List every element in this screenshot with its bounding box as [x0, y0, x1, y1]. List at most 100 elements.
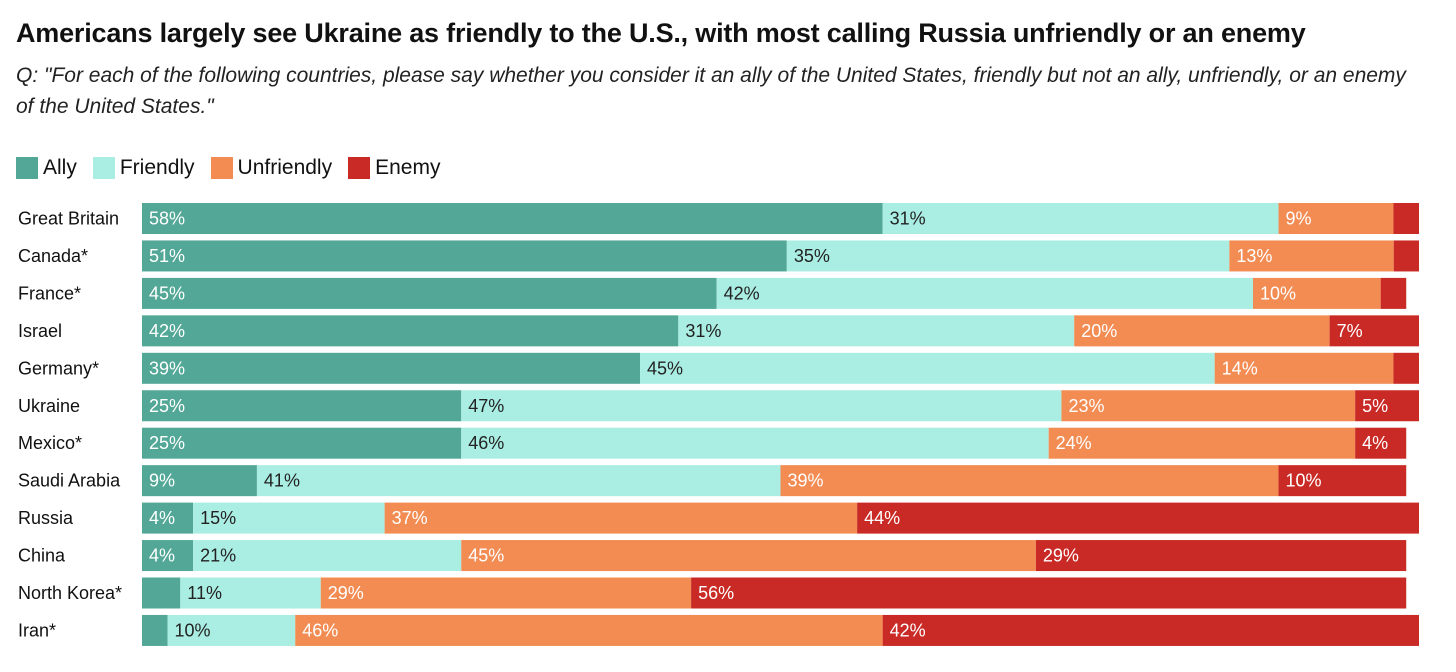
- data-label-ally-russia: 4%: [149, 508, 175, 528]
- bar-enemy-canada: [1393, 240, 1419, 272]
- data-label-unfriendly-israel: 20%: [1081, 321, 1117, 341]
- bar-unfriendly-russia: [384, 502, 858, 534]
- data-label-enemy-china: 29%: [1043, 546, 1079, 566]
- data-label-friendly-ukraine: 47%: [468, 396, 504, 416]
- legend-label-friendly: Friendly: [119, 156, 195, 179]
- bar-friendly-north-korea: [180, 577, 321, 609]
- bar-enemy-russia: [857, 502, 1419, 534]
- bar-ally-china: [142, 540, 194, 572]
- data-label-enemy-saudi-arabia: 10%: [1286, 471, 1322, 491]
- category-label-iran: Iran*: [18, 620, 56, 640]
- data-label-unfriendly-russia: 37%: [392, 508, 428, 528]
- category-label-mexico: Mexico*: [18, 433, 82, 453]
- bar-unfriendly-mexico: [1048, 427, 1356, 459]
- data-label-friendly-china: 21%: [200, 546, 236, 566]
- bar-ally-germany: [142, 352, 641, 384]
- data-label-enemy-mexico: 4%: [1362, 433, 1388, 453]
- category-label-ukraine: Ukraine: [18, 396, 80, 416]
- data-label-unfriendly-france: 10%: [1260, 283, 1296, 303]
- data-label-friendly-great-britain: 31%: [890, 209, 926, 229]
- data-label-friendly-germany: 45%: [647, 358, 683, 378]
- bar-friendly-ukraine: [461, 390, 1062, 422]
- bar-friendly-france: [716, 277, 1253, 309]
- bar-unfriendly-ukraine: [1061, 390, 1356, 422]
- bar-ally-france: [142, 277, 717, 309]
- data-label-unfriendly-china: 45%: [468, 546, 504, 566]
- data-label-unfriendly-great-britain: 9%: [1286, 209, 1312, 229]
- data-label-unfriendly-mexico: 24%: [1056, 433, 1092, 453]
- legend-label-enemy: Enemy: [375, 156, 441, 179]
- data-label-ally-france: 45%: [149, 283, 185, 303]
- data-label-friendly-north-korea: 11%: [187, 583, 222, 603]
- legend-swatch-friendly: [92, 157, 115, 179]
- data-label-ally-mexico: 25%: [149, 433, 185, 453]
- bar-ally-mexico: [142, 427, 462, 459]
- legend-item-friendly: Friendly: [92, 156, 195, 180]
- category-label-france: France*: [18, 283, 81, 303]
- bar-unfriendly-iran: [295, 614, 883, 646]
- bar-ally-russia: [142, 502, 194, 534]
- legend-item-unfriendly: Unfriendly: [210, 156, 332, 180]
- data-label-unfriendly-canada: 13%: [1236, 246, 1272, 266]
- bar-ally-canada: [142, 240, 787, 272]
- category-label-great-britain: Great Britain: [18, 209, 119, 229]
- legend-label-ally: Ally: [43, 156, 77, 179]
- data-label-unfriendly-north-korea: 29%: [328, 583, 364, 603]
- data-label-enemy-iran: 42%: [890, 620, 926, 640]
- bar-enemy-ukraine: [1355, 390, 1419, 422]
- bar-enemy-iran: [882, 614, 1419, 646]
- data-label-unfriendly-iran: 46%: [302, 620, 338, 640]
- bar-enemy-germany: [1393, 352, 1419, 384]
- data-label-unfriendly-germany: 14%: [1222, 358, 1258, 378]
- bar-enemy-china: [1035, 540, 1407, 572]
- data-label-unfriendly-saudi-arabia: 39%: [788, 471, 824, 491]
- data-label-unfriendly-ukraine: 23%: [1068, 396, 1104, 416]
- chart-subtitle: Q: "For each of the following countries,…: [16, 64, 1406, 118]
- bar-enemy-great-britain: [1393, 203, 1419, 234]
- bar-friendly-russia: [193, 502, 385, 534]
- bar-friendly-israel: [678, 315, 1075, 347]
- bar-enemy-north-korea: [691, 577, 1407, 609]
- data-label-ally-canada: 51%: [149, 246, 185, 266]
- data-label-enemy-russia: 44%: [864, 508, 900, 528]
- chart-title: Americans largely see Ukraine as friendl…: [16, 18, 1306, 48]
- bar-friendly-canada: [786, 240, 1230, 272]
- bar-friendly-saudi-arabia: [256, 465, 781, 497]
- bar-unfriendly-israel: [1074, 315, 1330, 347]
- data-label-friendly-canada: 35%: [794, 246, 830, 266]
- bar-ally-great-britain: [142, 203, 883, 234]
- legend-item-enemy: Enemy: [348, 156, 440, 180]
- data-label-friendly-mexico: 46%: [468, 433, 504, 453]
- bar-enemy-france: [1380, 277, 1407, 309]
- legend: Ally Friendly Unfriendly Enemy: [16, 156, 456, 180]
- bar-unfriendly-germany: [1214, 352, 1394, 384]
- bar-friendly-germany: [640, 352, 1215, 384]
- bar-enemy-saudi-arabia: [1278, 465, 1407, 497]
- bar-friendly-china: [193, 540, 462, 572]
- data-label-ally-great-britain: 58%: [149, 209, 185, 229]
- data-label-friendly-saudi-arabia: 41%: [264, 471, 300, 491]
- legend-swatch-unfriendly: [210, 157, 233, 179]
- bar-unfriendly-saudi-arabia: [780, 465, 1279, 497]
- bar-ally-iran: [142, 614, 168, 646]
- category-label-north-korea: North Korea*: [18, 583, 122, 603]
- category-label-israel: Israel: [18, 321, 62, 341]
- bar-unfriendly-china: [461, 540, 1036, 572]
- bar-unfriendly-france: [1252, 277, 1381, 309]
- category-label-germany: Germany*: [18, 358, 99, 378]
- bar-unfriendly-canada: [1229, 240, 1394, 272]
- data-label-friendly-iran: 10%: [175, 620, 211, 640]
- bar-friendly-great-britain: [882, 203, 1279, 234]
- category-label-china: China: [18, 546, 66, 566]
- bar-friendly-iran: [167, 614, 296, 646]
- data-label-friendly-russia: 15%: [200, 508, 236, 528]
- data-label-ally-israel: 42%: [149, 321, 185, 341]
- data-label-friendly-israel: 31%: [685, 321, 721, 341]
- bar-unfriendly-north-korea: [320, 577, 692, 609]
- data-label-enemy-israel: 7%: [1337, 321, 1363, 341]
- legend-swatch-enemy: [348, 157, 371, 179]
- bar-ally-north-korea: [142, 577, 181, 609]
- bar-enemy-mexico: [1355, 427, 1407, 459]
- bar-ally-israel: [142, 315, 679, 347]
